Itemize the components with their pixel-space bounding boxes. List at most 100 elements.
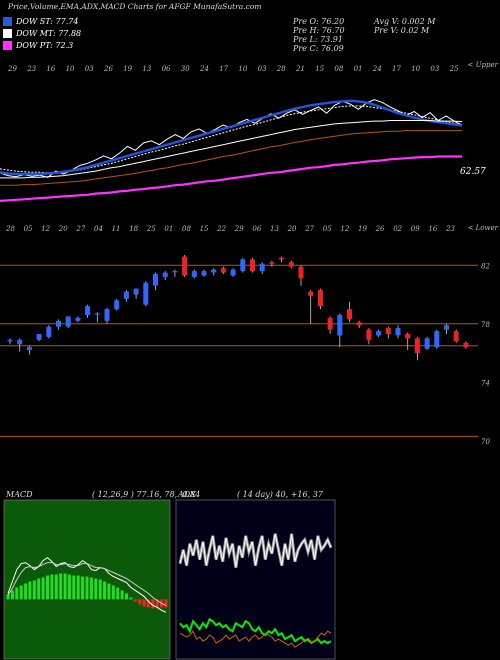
macd-hist-bar xyxy=(98,579,102,600)
macd-hist-bar xyxy=(32,580,36,600)
macd-hist-bar xyxy=(85,576,89,600)
ema-top-tick: 16 xyxy=(46,65,55,73)
macd-hist-bar xyxy=(142,599,146,607)
macd-hist-bar xyxy=(120,590,124,600)
macd-hist-bar xyxy=(37,578,41,600)
ema-top-tick: 30 xyxy=(181,65,190,73)
pre-close: Pre C: 76.09 xyxy=(293,44,344,53)
candle-body xyxy=(434,331,440,348)
ema-line xyxy=(0,155,462,202)
ema-top-tick: 17 xyxy=(219,65,228,73)
candle-body xyxy=(308,291,314,296)
candle-body xyxy=(220,268,226,273)
ema-bottom-tick: 01 xyxy=(164,225,173,233)
ema-top-tick: 24 xyxy=(372,65,382,73)
ema-bottom-tick: 13 xyxy=(270,225,279,233)
ema-top-tick: 13 xyxy=(142,65,151,73)
legend-label: DOW MT: 77.88 xyxy=(16,29,82,38)
ema-bottom-tick: 22 xyxy=(216,225,226,233)
ema-top-tick: 15 xyxy=(315,65,324,73)
candle-body xyxy=(298,266,304,279)
macd-hist-bar xyxy=(164,599,168,608)
ema-annotation: 62.57 xyxy=(460,167,486,177)
price-tick: 82 xyxy=(481,262,490,270)
candle-body xyxy=(17,339,23,345)
ema-bottom-tick: 25 xyxy=(146,225,156,233)
candle-body xyxy=(424,338,430,349)
legend-dow-pt: DOW PT: 72.3 xyxy=(3,41,73,50)
candle-body xyxy=(182,256,188,276)
ema-top-tick: 10 xyxy=(238,65,247,73)
ema-top-tick: 03 xyxy=(85,65,94,73)
candle-body xyxy=(172,271,178,273)
macd-hist-bar xyxy=(129,597,133,600)
ema-bottom-tick: 08 xyxy=(182,225,191,233)
ema-bottom-tick: 23 xyxy=(445,225,455,233)
macd-hist-bar xyxy=(111,585,115,600)
candle-body xyxy=(104,309,110,321)
ema-line xyxy=(0,130,462,186)
candle-body xyxy=(56,320,61,327)
macd-hist-bar xyxy=(72,575,76,600)
ema-top-tick: 21 xyxy=(295,65,305,73)
ema-bottom-tick: 12 xyxy=(340,225,349,233)
pre-open: Pre O: 76.20 xyxy=(293,17,345,26)
legend-swatch xyxy=(3,17,12,26)
adx-panel-bg xyxy=(175,499,336,660)
macd-title: MACD xyxy=(6,490,33,499)
candle-body xyxy=(162,272,168,277)
ema-top-tick: 25 xyxy=(449,65,459,73)
ema-top-tick: 10 xyxy=(66,65,75,73)
ema-bottom-tick: 05 xyxy=(24,225,33,233)
candle-body xyxy=(26,347,32,350)
ema-bottom-tick: 20 xyxy=(287,225,297,233)
ema-bottom-tick: 27 xyxy=(304,225,314,233)
ema-top-tick: 17 xyxy=(392,65,401,73)
adx-title: ADX xyxy=(178,490,196,499)
candle-body xyxy=(65,316,71,327)
ema-top-tick: 10 xyxy=(411,65,420,73)
ema-line xyxy=(0,120,463,179)
adx-params: ( 14 day) 40, +16, 37 xyxy=(237,490,323,499)
macd-hist-bar xyxy=(116,587,120,600)
macd-hist-bar xyxy=(146,599,150,608)
candle-body xyxy=(395,328,401,336)
macd-hist-bar xyxy=(138,599,142,605)
candle-body xyxy=(75,317,81,321)
ema-bottom-tick: 28 xyxy=(5,225,15,233)
ema-bottom-tick: 04 xyxy=(94,225,103,233)
adx-line xyxy=(179,533,332,568)
ema-bottom-tick: 09 xyxy=(411,225,420,233)
macd-hist-bar xyxy=(94,578,98,600)
pre-high: Pre H: 76.70 xyxy=(293,26,345,35)
legend-dow-st: DOW ST: 77.74 xyxy=(3,17,78,26)
legend-swatch xyxy=(3,41,12,50)
macd-hist-bar xyxy=(107,583,111,600)
ema-top-tick: 03 xyxy=(258,65,267,73)
macd-hist-bar xyxy=(76,575,80,600)
candle-body xyxy=(347,309,352,320)
price-tick: 70 xyxy=(481,438,490,446)
macd-hist-bar xyxy=(89,577,93,600)
ema-top-tick: 23 xyxy=(26,65,36,73)
macd-hist-bar xyxy=(6,594,10,600)
candle-body xyxy=(153,274,158,286)
adx-line xyxy=(179,630,332,648)
macd-hist-bar xyxy=(28,581,32,600)
pre-volume: Pre V: 0.02 M xyxy=(374,26,430,35)
ema-top-tick: 24 xyxy=(199,65,209,73)
macd-hist-bar xyxy=(46,575,49,600)
macd-hist-bar xyxy=(41,577,45,600)
candle-body xyxy=(337,315,343,336)
ema-top-tick: 19 xyxy=(123,65,132,73)
candle-body xyxy=(240,259,246,272)
macd-hist-bar xyxy=(151,599,155,609)
macd-hist-bar xyxy=(19,585,23,600)
candle-body xyxy=(317,290,323,307)
macd-hist-bar xyxy=(63,573,67,600)
ema-bottom-tick: 29 xyxy=(234,225,244,233)
ema-bottom-tick: 02 xyxy=(393,225,402,233)
candle-body xyxy=(444,325,449,330)
macd-hist-bar xyxy=(125,593,128,600)
